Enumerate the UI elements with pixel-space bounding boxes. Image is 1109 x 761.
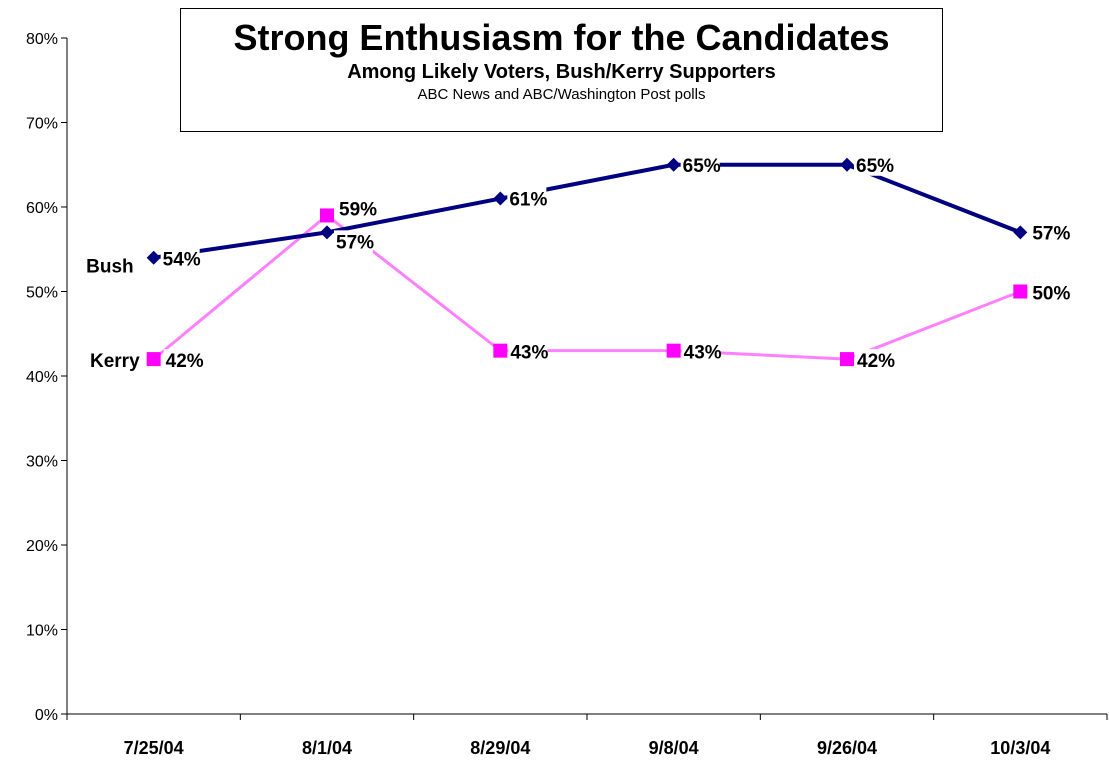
y-tick-label: 40% bbox=[26, 369, 58, 386]
marker-bush bbox=[840, 157, 854, 172]
y-tick-label: 80% bbox=[26, 31, 58, 48]
marker-kerry bbox=[146, 352, 161, 367]
data-label-kerry-bg bbox=[337, 197, 376, 220]
x-tick-label: 8/29/04 bbox=[470, 738, 530, 758]
data-label-kerry-bg bbox=[163, 349, 203, 372]
data-label-bush-bg bbox=[507, 187, 547, 210]
y-tick-label: 60% bbox=[26, 200, 58, 217]
data-label-kerry: 43% bbox=[510, 343, 548, 364]
x-tick-label: 9/8/04 bbox=[649, 738, 699, 758]
marker-bush bbox=[493, 191, 508, 206]
marker-kerry bbox=[840, 352, 854, 367]
series-line-kerry bbox=[152, 213, 1021, 361]
marker-kerry bbox=[493, 343, 508, 358]
data-label-bush: 65% bbox=[856, 156, 894, 177]
y-tick-label: 30% bbox=[26, 454, 58, 471]
marker-kerry bbox=[320, 208, 334, 223]
chart-source: ABC News and ABC/Washington Post polls bbox=[417, 86, 706, 103]
marker-bush bbox=[1013, 225, 1028, 240]
marker-bush bbox=[146, 250, 161, 265]
data-label-kerry-bg bbox=[681, 340, 721, 363]
y-tick-label: 70% bbox=[26, 116, 58, 133]
chart-title-box: Strong Enthusiasm for the Candidates Amo… bbox=[180, 8, 943, 132]
data-labels: 54% 57% 61% 65% 65% 57% 42% 59% 43% 43% 42% 50% Bush… bbox=[75, 153, 1070, 373]
x-tick-label: 9/26/04 bbox=[817, 738, 877, 758]
marker-kerry bbox=[1013, 284, 1028, 299]
x-tick-label: 10/3/04 bbox=[990, 738, 1050, 758]
series-name-bush: Bush bbox=[86, 257, 134, 278]
series-line-bush bbox=[153, 162, 1022, 260]
x-tick-label: 7/25/04 bbox=[124, 738, 184, 758]
data-label-kerry-bg bbox=[855, 349, 894, 372]
data-label-bush-bg bbox=[160, 247, 200, 270]
series-markers bbox=[146, 157, 1028, 367]
data-label-bush: 57% bbox=[336, 232, 374, 253]
x-tick-label: 8/1/04 bbox=[302, 738, 352, 758]
data-label-kerry-bg bbox=[1030, 281, 1070, 304]
data-label-kerry: 59% bbox=[339, 199, 377, 220]
data-label-bush: 54% bbox=[163, 250, 201, 271]
data-label-kerry: 50% bbox=[1032, 284, 1070, 305]
marker-kerry bbox=[666, 343, 681, 358]
data-label-bush-bg bbox=[334, 230, 373, 253]
data-label-kerry: 42% bbox=[166, 351, 204, 372]
y-tick-label: 20% bbox=[26, 538, 58, 555]
data-label-bush: 65% bbox=[683, 156, 721, 177]
data-label-kerry: 43% bbox=[684, 343, 722, 364]
data-label-bush-bg bbox=[680, 153, 720, 176]
series-name-bush-bg bbox=[77, 249, 140, 276]
y-tick-label: 50% bbox=[26, 285, 58, 302]
series-lines bbox=[152, 162, 1022, 361]
marker-bush bbox=[320, 225, 334, 240]
y-tick-label: 10% bbox=[26, 623, 58, 640]
data-label-bush-bg bbox=[854, 153, 893, 176]
data-label-kerry: 42% bbox=[857, 351, 895, 372]
chart-title: Strong Enthusiasm for the Candidates bbox=[233, 17, 890, 58]
data-label-kerry-bg bbox=[508, 340, 548, 363]
data-label-bush-bg bbox=[1030, 221, 1070, 244]
series-name-kerry: Kerry bbox=[90, 351, 140, 372]
axes: 0% 10% 20% 30% 40% 50% 60% 70% 80% 7/25/04 8/1/04 8… bbox=[26, 31, 1108, 758]
data-label-bush: 57% bbox=[1032, 223, 1070, 244]
chart-subtitle: Among Likely Voters, Bush/Kerry Supporte… bbox=[347, 61, 776, 83]
marker-bush bbox=[666, 157, 681, 172]
data-label-bush: 61% bbox=[509, 190, 547, 211]
series-name-kerry-bg bbox=[75, 346, 142, 373]
y-tick-label: 0% bbox=[35, 707, 58, 724]
